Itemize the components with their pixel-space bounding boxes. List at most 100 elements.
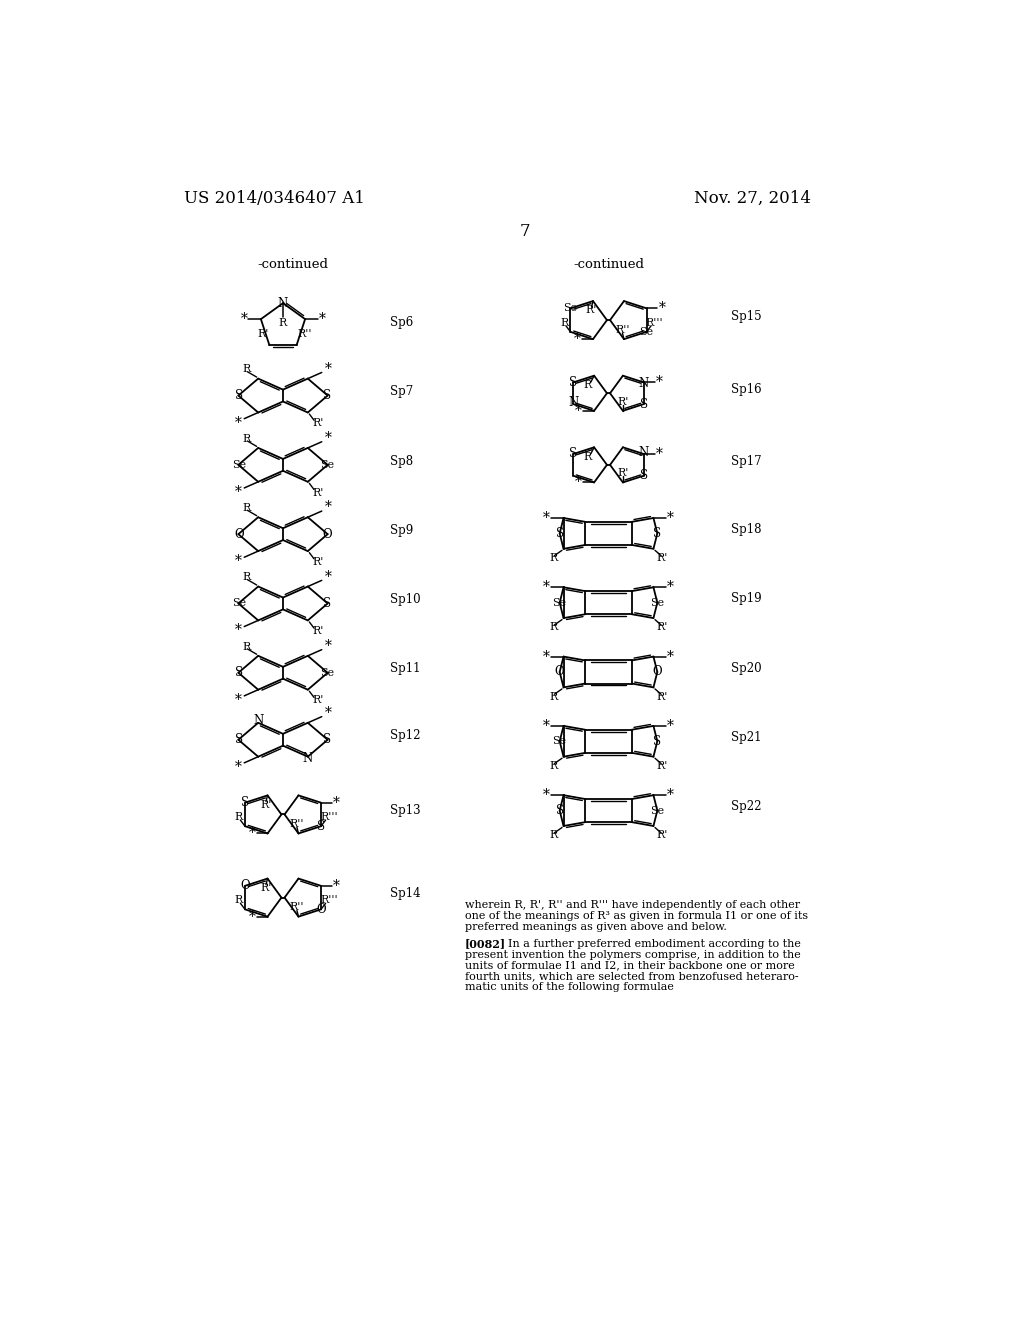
- Text: -continued: -continued: [258, 259, 329, 271]
- Text: Se: Se: [232, 459, 246, 470]
- Text: R': R': [656, 692, 668, 702]
- Text: *: *: [575, 475, 582, 490]
- Text: Sp18: Sp18: [731, 523, 762, 536]
- Text: N: N: [278, 297, 288, 310]
- Text: Nov. 27, 2014: Nov. 27, 2014: [693, 190, 811, 207]
- Text: S: S: [323, 597, 331, 610]
- Text: Sp20: Sp20: [731, 661, 762, 675]
- Text: *: *: [667, 788, 674, 803]
- Text: R: R: [279, 318, 287, 329]
- Text: preferred meanings as given above and below.: preferred meanings as given above and be…: [465, 921, 727, 932]
- Text: *: *: [667, 511, 674, 525]
- Text: R'': R'': [290, 820, 304, 829]
- Text: R: R: [560, 318, 568, 327]
- Text: Se: Se: [232, 598, 246, 609]
- Text: *: *: [658, 301, 666, 315]
- Text: *: *: [325, 706, 332, 719]
- Text: R'': R'': [297, 329, 311, 339]
- Text: *: *: [333, 879, 340, 892]
- Text: O: O: [316, 903, 326, 916]
- Text: R: R: [584, 380, 592, 389]
- Text: *: *: [234, 416, 242, 429]
- Text: Se: Se: [319, 459, 334, 470]
- Text: R: R: [550, 692, 558, 702]
- Text: *: *: [543, 649, 550, 664]
- Text: S: S: [569, 376, 578, 389]
- Text: *: *: [234, 693, 242, 706]
- Text: *: *: [655, 375, 663, 389]
- Text: Sp10: Sp10: [390, 593, 421, 606]
- Text: R': R': [312, 557, 324, 566]
- Text: O: O: [652, 665, 663, 678]
- Text: Se: Se: [319, 668, 334, 677]
- Text: Sp14: Sp14: [390, 887, 421, 900]
- Text: O: O: [555, 665, 564, 678]
- Text: R': R': [312, 487, 324, 498]
- Text: Sp19: Sp19: [731, 593, 762, 606]
- Text: *: *: [325, 639, 332, 653]
- Text: In a further preferred embodiment according to the: In a further preferred embodiment accord…: [501, 939, 801, 949]
- Text: Se: Se: [650, 805, 665, 816]
- Text: *: *: [249, 909, 255, 924]
- Text: Sp15: Sp15: [731, 310, 762, 323]
- Text: *: *: [241, 312, 247, 326]
- Text: R''': R''': [319, 812, 338, 822]
- Text: *: *: [667, 649, 674, 664]
- Text: *: *: [667, 719, 674, 733]
- Text: *: *: [325, 362, 332, 376]
- Text: S: S: [236, 733, 243, 746]
- Text: R''': R''': [645, 318, 664, 327]
- Text: *: *: [655, 447, 663, 461]
- Text: N: N: [639, 446, 649, 459]
- Text: R': R': [312, 418, 324, 428]
- Text: R: R: [243, 573, 251, 582]
- Text: S: S: [653, 527, 662, 540]
- Text: R': R': [617, 396, 629, 407]
- Text: Sp11: Sp11: [390, 663, 421, 676]
- Text: R': R': [260, 800, 271, 809]
- Text: Sp7: Sp7: [390, 385, 414, 399]
- Text: N: N: [303, 752, 313, 766]
- Text: Se: Se: [553, 598, 566, 607]
- Text: O: O: [234, 528, 244, 541]
- Text: Sp6: Sp6: [390, 315, 414, 329]
- Text: *: *: [234, 484, 242, 499]
- Text: [0082]: [0082]: [465, 939, 506, 949]
- Text: S: S: [323, 733, 331, 746]
- Text: *: *: [667, 581, 674, 594]
- Text: *: *: [234, 760, 242, 774]
- Text: R: R: [584, 451, 592, 462]
- Text: R': R': [312, 696, 324, 705]
- Text: Se: Se: [553, 737, 566, 746]
- Text: Sp9: Sp9: [390, 524, 414, 537]
- Text: S: S: [556, 804, 564, 817]
- Text: Sp17: Sp17: [731, 454, 762, 467]
- Text: R: R: [550, 830, 558, 841]
- Text: one of the meanings of R³ as given in formula I1 or one of its: one of the meanings of R³ as given in fo…: [465, 911, 808, 921]
- Text: *: *: [333, 796, 340, 809]
- Text: R'': R'': [290, 903, 304, 912]
- Text: S: S: [640, 469, 648, 482]
- Text: *: *: [318, 312, 326, 326]
- Text: -continued: -continued: [573, 259, 644, 271]
- Text: R: R: [243, 642, 251, 652]
- Text: Sp8: Sp8: [390, 454, 413, 467]
- Text: 7: 7: [519, 223, 530, 240]
- Text: S: S: [653, 735, 662, 748]
- Text: *: *: [543, 581, 550, 594]
- Text: S: S: [241, 796, 249, 809]
- Text: *: *: [234, 623, 242, 638]
- Text: present invention the polymers comprise, in addition to the: present invention the polymers comprise,…: [465, 949, 801, 960]
- Text: R': R': [257, 329, 269, 339]
- Text: *: *: [574, 333, 581, 346]
- Text: US 2014/0346407 A1: US 2014/0346407 A1: [183, 190, 365, 207]
- Text: Se: Se: [639, 327, 653, 337]
- Text: Sp13: Sp13: [390, 804, 421, 817]
- Text: Sp22: Sp22: [731, 800, 762, 813]
- Text: Sp12: Sp12: [390, 730, 421, 742]
- Text: R'': R'': [615, 325, 630, 335]
- Text: *: *: [234, 554, 242, 568]
- Text: N: N: [639, 378, 649, 391]
- Text: R': R': [656, 830, 668, 841]
- Text: R: R: [234, 812, 243, 822]
